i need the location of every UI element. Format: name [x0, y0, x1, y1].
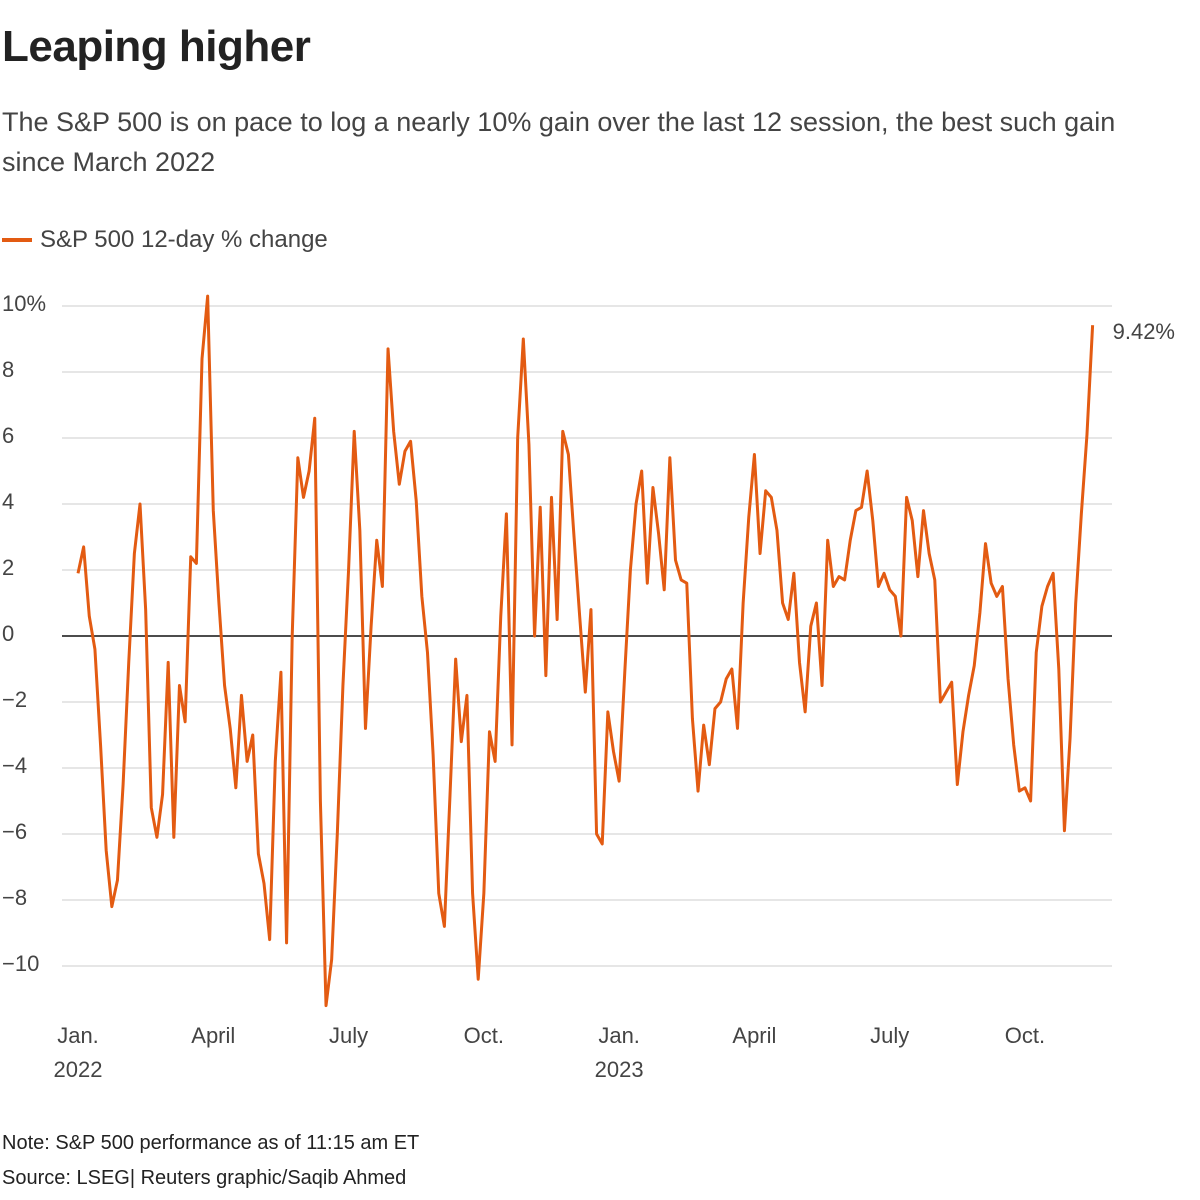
legend-label: S&P 500 12-day % change [40, 226, 328, 253]
source: Source: LSEG| Reuters graphic/Saqib Ahme… [2, 1167, 407, 1189]
x-tick-label: July [870, 1023, 909, 1048]
legend-swatch [2, 238, 32, 242]
x-tick-label: April [191, 1023, 235, 1048]
x-tick-label: Jan. [57, 1023, 99, 1048]
y-tick-label: −10 [2, 951, 39, 976]
x-tick-label: Oct. [464, 1023, 504, 1048]
x-tick-label: April [732, 1023, 776, 1048]
x-tick-year: 2023 [595, 1057, 644, 1082]
end-label: 9.42% [1113, 319, 1175, 344]
y-tick-label: 2 [2, 555, 14, 580]
chart-title: Leaping higher [2, 22, 311, 71]
chart: −10 −8 −6 −4 −2 0 2 4 6 8 10% Jan. 2022 April July Oct.… [2, 291, 1175, 1082]
series-line [76, 294, 1095, 1008]
y-tick-label: −8 [2, 885, 27, 910]
y-tick-label: 4 [2, 489, 14, 514]
x-tick-year: 2022 [54, 1057, 103, 1082]
y-tick-label: −4 [2, 753, 27, 778]
y-tick-label: 6 [2, 423, 14, 448]
y-tick-label: 10% [2, 291, 46, 316]
x-tick-label: Oct. [1005, 1023, 1045, 1048]
x-tick-label: July [329, 1023, 368, 1048]
chart-subtitle: The S&P 500 is on pace to log a nearly 1… [2, 107, 1116, 177]
y-tick-label: 8 [2, 357, 14, 382]
y-tick-label: −6 [2, 819, 27, 844]
note: Note: S&P 500 performance as of 11:15 am… [2, 1132, 420, 1154]
x-tick-label: Jan. [598, 1023, 640, 1048]
y-tick-label: 0 [2, 621, 14, 646]
legend: S&P 500 12-day % change [2, 226, 328, 254]
y-tick-label: −2 [2, 687, 27, 712]
